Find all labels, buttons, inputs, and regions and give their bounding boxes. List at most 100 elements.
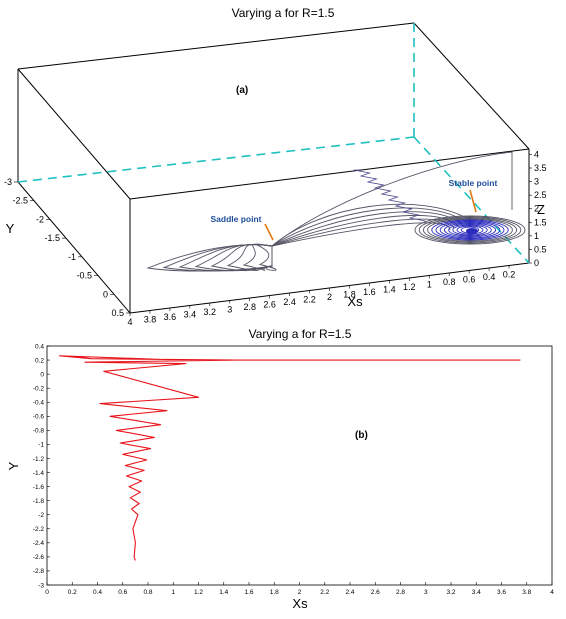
- z-axis-label-3d: Z: [537, 202, 545, 217]
- saddle-point-label: Saddle point: [211, 214, 262, 224]
- y-tick-label-b: -1: [38, 442, 44, 449]
- x-tick-label-3d: 2.4: [283, 297, 296, 307]
- y-tick-label-b: -2: [38, 512, 44, 519]
- y-tick-label-b: 0.2: [35, 357, 44, 364]
- x-tick-label-3d: 3: [227, 305, 232, 315]
- x-tick-label-3d: 2.8: [243, 302, 256, 312]
- y-tick-label-b: -3: [38, 582, 44, 589]
- box-top-left-edge: [17, 68, 131, 200]
- axis-ticks-b: 0 0.2 0.4 0.6 0.8 1 1.2 1.4 1.6 1.8 2 2.2 2.4 2.6 2.8 3…: [33, 343, 554, 596]
- box-bottom-left-edge: [17, 181, 131, 314]
- x-tick-label-b: 1.2: [194, 589, 203, 596]
- stable-point-label: Stable point: [449, 178, 498, 188]
- attractor-spiral: [456, 225, 484, 235]
- panel-a-title: Varying a for R=1.5: [232, 6, 335, 20]
- y-axis-label-3d: Y: [6, 221, 15, 236]
- x-tick-label-3d: 0.6: [463, 275, 476, 285]
- y-tick-label-b: -0.4: [33, 400, 45, 407]
- box-top-front-edge: [129, 148, 530, 200]
- x-tick-label-b: 3.4: [472, 589, 481, 596]
- y-tick-label-3d: -3: [4, 177, 12, 187]
- box-hidden-edges: [17, 23, 530, 264]
- y-tick-label-b: -2.6: [33, 554, 45, 561]
- y-tick-label-3d: -1.5: [44, 233, 60, 243]
- panel-b-title: Varying a for R=1.5: [249, 327, 352, 341]
- attractor-spiral: [443, 222, 497, 238]
- x-tick-label-b: 0: [45, 589, 49, 596]
- x-tick-label-3d: 2.2: [303, 295, 316, 305]
- trajectory-zigzag: [353, 169, 426, 222]
- y-tick-label-b: -1.2: [33, 456, 45, 463]
- y-tick-label-3d: 0.5: [111, 308, 124, 318]
- series-line-b: [59, 355, 521, 561]
- x-tick-label-3d: 1.4: [383, 285, 396, 295]
- x-tick-label-b: 1.4: [219, 589, 228, 596]
- attractor-spiral: [418, 216, 522, 244]
- attractor-spiral: [452, 224, 488, 236]
- axis-ticks-3d: 0.20.40.60.811.21.41.61.822.22.42.62.833…: [4, 149, 547, 327]
- panel-b-tag: (b): [355, 430, 368, 441]
- trajectory-loop: [226, 243, 273, 271]
- saddle-arrow: [264, 223, 274, 241]
- trajectory-arc-outer: [271, 151, 513, 247]
- trajectory-arc: [271, 222, 451, 247]
- x-tick-label-b: 1: [171, 589, 175, 596]
- trajectory-curves: [146, 151, 526, 272]
- x-tick-label-b: 2.8: [396, 589, 405, 596]
- z-tick-label-3d: 3.5: [534, 163, 547, 173]
- x-tick-label-b: 1.8: [270, 589, 279, 596]
- y-tick-label-3d: -2.5: [12, 196, 28, 206]
- y-tick-label-b: -2.4: [33, 540, 45, 547]
- x-tick-label-3d: 1: [427, 280, 432, 290]
- attractor-spiral: [448, 223, 492, 237]
- x-tick-label-b: 0.2: [68, 589, 77, 596]
- y-tick-label-b: -0.6: [33, 414, 45, 421]
- y-tick-label-b: -0.2: [33, 385, 45, 392]
- x-tick-label-3d: 2: [327, 292, 332, 302]
- box-hidden-bottom-back: [17, 136, 415, 183]
- trajectory-loop: [256, 243, 277, 271]
- attractor-spiral: [414, 215, 526, 245]
- panel-a-tag: (a): [236, 85, 248, 96]
- x-tick-label-b: 0.6: [118, 589, 127, 596]
- xs-axis-label-b: Xs: [292, 596, 308, 611]
- x-tick-label-3d: 3.6: [164, 312, 177, 322]
- x-tick-label-b: 3.6: [497, 589, 506, 596]
- y-tick-label-b: -1.6: [33, 484, 45, 491]
- x-tick-label-b: 3.2: [446, 589, 455, 596]
- x-tick-label-b: 1.6: [244, 589, 253, 596]
- z-tick-label-3d: 1: [534, 231, 539, 241]
- attractor-spiral: [431, 219, 509, 241]
- x-tick-label-b: 2.4: [345, 589, 354, 596]
- y-tick-label-b: -1.4: [33, 470, 45, 477]
- y-tick-label-3d: 0: [103, 289, 108, 299]
- panel-b: Varying a for R=1.5 0 0.2 0.4 0.6 0.8 1 1.2 1.4…: [6, 327, 554, 611]
- z-tick-label-3d: 4: [534, 149, 539, 159]
- attractor-spiral: [435, 220, 505, 240]
- x-tick-label-3d: 3.8: [144, 315, 157, 325]
- y-tick-label-b: 0.4: [35, 343, 44, 350]
- x-tick-label-3d: 0.2: [503, 270, 516, 280]
- x-tick-label-b: 0.4: [93, 589, 102, 596]
- y-tick-label-3d: -0.5: [76, 271, 92, 281]
- y-axis-label-b: Y: [6, 461, 21, 470]
- trajectory-arc: [271, 218, 455, 247]
- x-tick-label-3d: 1.2: [403, 282, 416, 292]
- box-top-right-edge: [413, 22, 530, 150]
- z-tick-label-3d: 0.5: [534, 244, 547, 254]
- box-top-back-edge: [17, 22, 415, 70]
- attractor-spiral: [422, 217, 518, 243]
- xs-axis-label-3d: Xs: [347, 294, 363, 309]
- x-tick-label-b: 0.8: [143, 589, 152, 596]
- z-tick-label-3d: 2.5: [534, 190, 547, 200]
- x-tick-label-b: 4: [550, 589, 554, 596]
- trajectory-arc: [271, 207, 467, 247]
- x-tick-label-3d: 0.4: [483, 272, 496, 282]
- y-tick-label-b: 0: [40, 371, 44, 378]
- x-tick-label-3d: 1.6: [363, 287, 376, 297]
- x-tick-label-b: 3: [424, 589, 428, 596]
- x-tick-label-b: 2: [298, 589, 302, 596]
- x-tick-label-3d: 3.4: [184, 310, 197, 320]
- panel-a: Varying a for R=1.5 (a) Saddle point Sta…: [4, 6, 547, 327]
